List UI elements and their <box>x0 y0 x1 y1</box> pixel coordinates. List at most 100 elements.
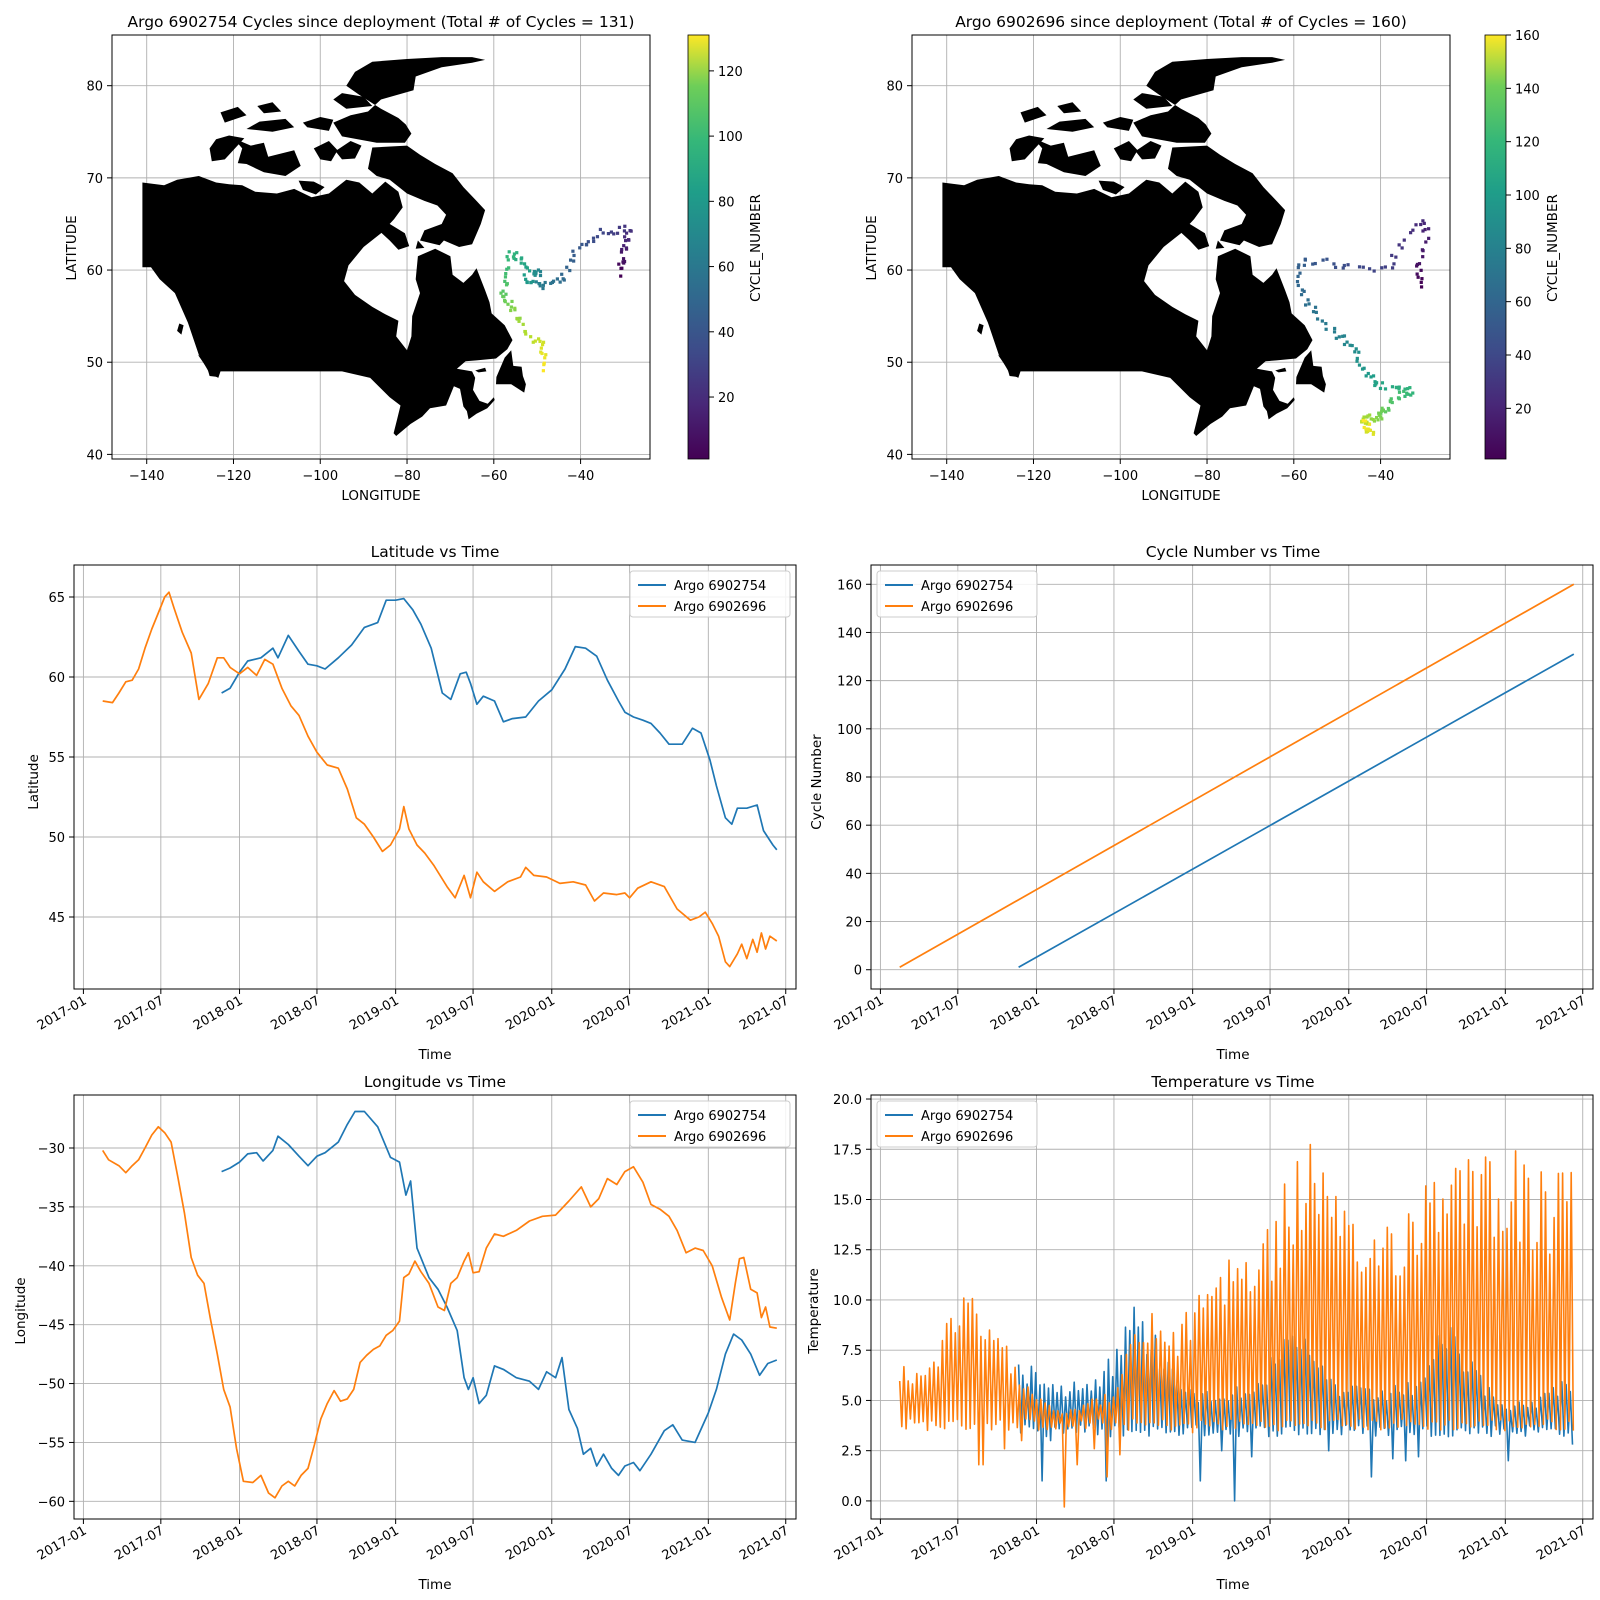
land-polygon <box>1009 135 1045 162</box>
cycle-point <box>1420 277 1424 281</box>
cycle-point <box>1367 422 1372 426</box>
cycle-point <box>514 257 518 262</box>
land-silhouette <box>142 57 526 436</box>
land-polygon <box>1215 240 1225 249</box>
cycle-point <box>522 262 527 266</box>
cycle-point <box>1315 317 1320 321</box>
y-tick-label: 15.0 <box>833 1193 862 1208</box>
colorbar-tick-label: 120 <box>718 65 743 80</box>
y-tick-label: 80 <box>86 80 103 95</box>
cycle-point <box>595 235 600 239</box>
land-polygon <box>496 350 526 393</box>
land-polygon <box>298 180 325 195</box>
y-axis-label: Cycle Number <box>809 734 825 830</box>
x-tick-label: 2017-07 <box>909 993 964 1033</box>
land-polygon <box>1133 93 1173 109</box>
colorbar-tick-label: 140 <box>1515 82 1540 97</box>
y-tick-label: 10.0 <box>833 1294 862 1309</box>
colorbar-tick-label: 40 <box>1515 349 1532 364</box>
cycle-point <box>1383 265 1387 269</box>
cycle-point <box>517 319 521 323</box>
cycle-point <box>1355 359 1359 363</box>
cycle-point <box>1411 391 1415 395</box>
cycle-point <box>1346 263 1350 267</box>
cycle-point <box>623 235 627 239</box>
cycle-point <box>1392 262 1396 266</box>
series-lines <box>899 583 1575 969</box>
cycle-point <box>540 343 545 347</box>
y-tick-label: 50 <box>86 356 103 371</box>
cycle-point <box>515 251 519 255</box>
temperature-time-panel: Temperature vs Time Time Temperature 201… <box>806 1073 1594 1593</box>
cycle-point <box>506 258 510 262</box>
cycle-point <box>505 267 509 271</box>
cycle-point <box>519 257 523 261</box>
legend-label: Argo 6902754 <box>674 579 766 594</box>
cycle-point <box>591 236 596 240</box>
cycle-point <box>511 255 516 259</box>
cycle-point <box>1371 417 1375 422</box>
cycle-point <box>1362 415 1366 419</box>
cycle-point <box>1296 283 1300 288</box>
cycle-point <box>619 250 624 254</box>
cycle-point <box>524 277 528 281</box>
cycle-point <box>541 369 545 373</box>
cycle-point <box>534 280 538 284</box>
x-tick-label: 2021-01 <box>660 993 715 1033</box>
land-polygon <box>313 141 338 162</box>
y-tick-label: 160 <box>837 578 862 593</box>
cycle-point <box>503 279 507 283</box>
cycle-point <box>1332 262 1336 266</box>
colorbar-tick-label: 60 <box>1515 296 1532 311</box>
cycle-point <box>507 250 511 254</box>
x-tick-label: 2019-07 <box>1222 993 1277 1033</box>
cycle-point <box>503 300 507 304</box>
cycle-point <box>1311 262 1315 266</box>
cycle-point <box>627 238 631 242</box>
cycle-point <box>538 273 543 278</box>
latitude-time-panel: Latitude vs Time Time Latitude 2017-01 20… <box>26 543 797 1063</box>
colorbar-tick-label: 100 <box>718 130 743 145</box>
y-axis-label: Temperature <box>806 1268 822 1355</box>
y-tick-label: −35 <box>38 1201 65 1216</box>
cycle-point <box>1380 406 1384 410</box>
cycle-point <box>1390 253 1394 258</box>
cycle-point <box>1363 419 1368 423</box>
cycle-point <box>1295 280 1300 284</box>
cycle-point <box>531 340 535 344</box>
cycle-point <box>580 242 584 247</box>
x-tick-label: 2018-01 <box>191 993 246 1033</box>
y-tick-label: −55 <box>38 1436 65 1451</box>
land-polygon <box>335 141 362 160</box>
cycle-point <box>1302 263 1307 267</box>
map-title: Argo 6902696 since deployment (Total # o… <box>955 13 1407 31</box>
x-tick-label: 2021-07 <box>737 1523 792 1563</box>
cycle-point <box>1372 269 1376 273</box>
cycle-point <box>499 291 503 295</box>
x-tick-label: −140 <box>129 469 165 484</box>
y-tick-label: −30 <box>38 1142 65 1157</box>
x-axis-label: Time <box>417 1047 451 1063</box>
y-tick-label: 20 <box>845 916 862 931</box>
cycle-point <box>1311 310 1316 314</box>
y-tick-label: −50 <box>38 1378 65 1393</box>
cycle-point <box>543 356 547 360</box>
cycle-point <box>621 257 626 261</box>
cycle-point <box>536 337 541 341</box>
cycle-point <box>1387 408 1391 412</box>
cycle-point <box>1313 261 1317 266</box>
cycle-point <box>1374 381 1379 385</box>
cycle-point <box>534 270 538 274</box>
colorbar-label: CYCLE_NUMBER <box>748 194 764 302</box>
cycle-point <box>1298 271 1302 275</box>
land-polygon <box>246 118 295 132</box>
cycle-point <box>549 281 553 285</box>
axes: 2017-01 2017-07 2018-01 2018-07 2019-01 2019-… <box>35 1094 797 1564</box>
cycle-point <box>1334 336 1338 340</box>
cycle-point <box>504 283 509 287</box>
cycle-point <box>1395 386 1399 390</box>
cycle-point <box>606 232 611 236</box>
cycle-point <box>1364 427 1368 431</box>
cycle-point <box>539 346 543 350</box>
